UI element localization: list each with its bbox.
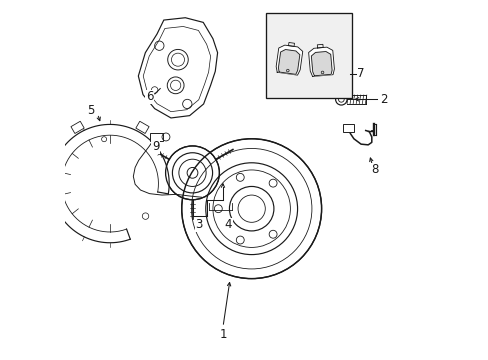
Polygon shape bbox=[136, 121, 149, 134]
Text: 6: 6 bbox=[145, 90, 153, 103]
Bar bbox=[265, 13, 351, 98]
Text: 4: 4 bbox=[224, 218, 232, 231]
Text: 8: 8 bbox=[370, 163, 378, 176]
Polygon shape bbox=[276, 45, 302, 75]
Polygon shape bbox=[71, 121, 84, 134]
Polygon shape bbox=[308, 47, 334, 76]
Text: 3: 3 bbox=[195, 218, 203, 231]
Polygon shape bbox=[138, 18, 217, 118]
Text: 5: 5 bbox=[87, 104, 95, 117]
Text: 7: 7 bbox=[357, 67, 364, 80]
Text: 2: 2 bbox=[380, 93, 387, 106]
Polygon shape bbox=[278, 50, 299, 74]
Circle shape bbox=[182, 139, 321, 279]
Bar bbox=[343, 124, 353, 132]
Polygon shape bbox=[41, 166, 51, 178]
Polygon shape bbox=[51, 125, 169, 243]
Polygon shape bbox=[311, 51, 331, 76]
Text: 1: 1 bbox=[219, 328, 226, 341]
Polygon shape bbox=[150, 134, 163, 140]
Text: 9: 9 bbox=[151, 140, 159, 153]
Circle shape bbox=[165, 146, 219, 200]
